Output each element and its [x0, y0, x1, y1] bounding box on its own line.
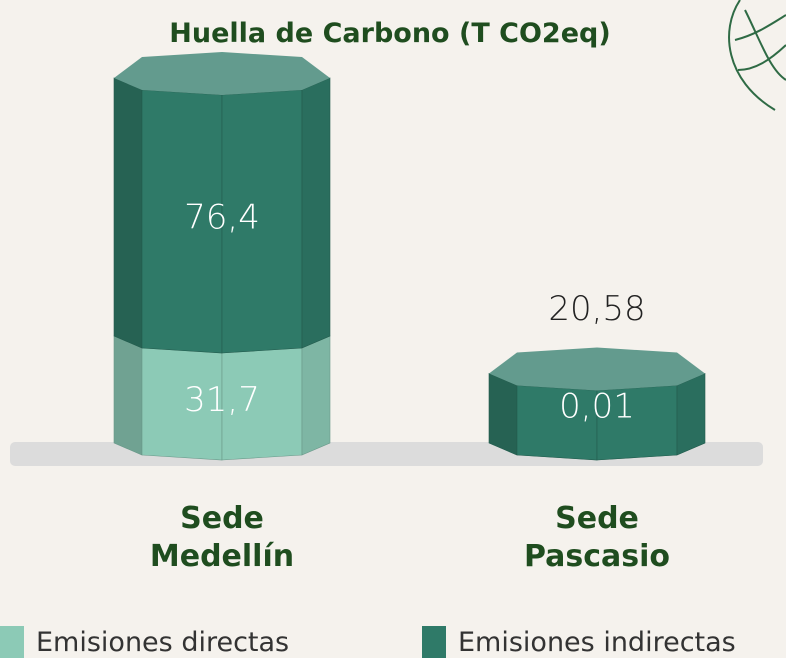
value-label: 76,4	[184, 197, 260, 237]
category-label: Sede Medellín	[149, 501, 295, 574]
legend-label: Emisiones directas	[36, 626, 290, 658]
category-label: Sede Pascasio	[523, 501, 671, 574]
value-label: 31,7	[184, 380, 260, 420]
value-label: 0,01	[559, 387, 635, 427]
legend-swatch	[422, 626, 446, 658]
bar-face	[676, 373, 706, 456]
legend-swatch	[0, 626, 24, 658]
bar-segment	[113, 335, 331, 461]
bar-face	[488, 373, 518, 456]
legend-item: Emisiones directas	[0, 626, 289, 658]
legend-item: Emisiones indirectas	[422, 626, 736, 658]
bar-face	[113, 335, 143, 456]
leaf-decoration	[728, 0, 786, 111]
bar-face	[113, 77, 143, 349]
legend-label: Emisiones indirectas	[458, 626, 736, 658]
bar-face	[301, 335, 331, 456]
value-label: 20,58	[548, 289, 645, 329]
chart-title: Huella de Carbono (T CO2eq)	[169, 18, 610, 49]
bar-top	[489, 347, 705, 391]
bar-segment	[113, 52, 331, 354]
bar-face	[301, 77, 331, 349]
bar-segment	[488, 347, 706, 461]
bar-top	[114, 52, 330, 95]
